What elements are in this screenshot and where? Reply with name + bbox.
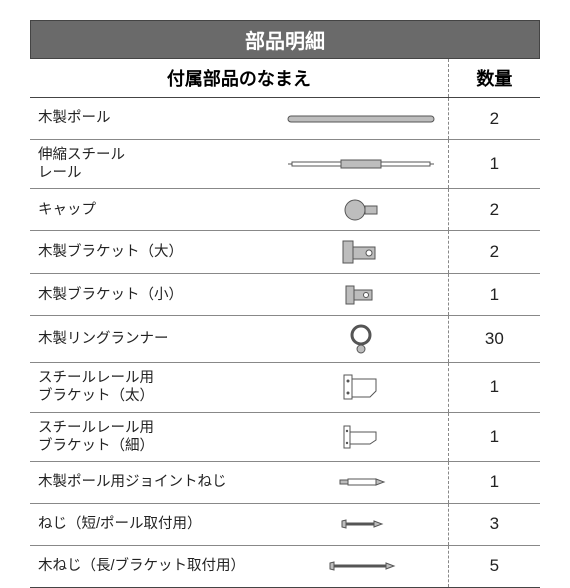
table-row: 木製ポール 2 [30, 98, 540, 140]
screw-short-icon [275, 503, 448, 545]
table-row: 木製リングランナー 30 [30, 316, 540, 363]
title-bar: 部品明細 [30, 20, 540, 59]
cap-icon [275, 189, 448, 231]
steel-bracket-thick-icon [275, 363, 448, 412]
part-name: 木ねじ（長/ブラケット取付用） [30, 545, 275, 587]
part-qty: 2 [448, 189, 540, 231]
table-row: 木製ポール用ジョイントねじ 1 [30, 461, 540, 503]
parts-tbody: 木製ポール2伸縮スチールレール1キャップ2木製ブラケット（大）2木製ブラケット（… [30, 98, 540, 588]
bracket-small-icon [275, 274, 448, 316]
table-row: スチールレール用ブラケット（細） 1 [30, 412, 540, 461]
part-qty: 30 [448, 316, 540, 363]
header-name: 付属部品のなまえ [30, 59, 448, 98]
part-name: 木製ポール用ジョイントねじ [30, 461, 275, 503]
part-name: キャップ [30, 189, 275, 231]
table-row: スチールレール用ブラケット（太） 1 [30, 363, 540, 412]
header-row: 付属部品のなまえ 数量 [30, 59, 540, 98]
part-qty: 1 [448, 412, 540, 461]
table-row: 木ねじ（長/ブラケット取付用） 5 [30, 545, 540, 587]
header-qty: 数量 [448, 59, 540, 98]
part-name: 木製ブラケット（小） [30, 274, 275, 316]
part-qty: 1 [448, 461, 540, 503]
part-name: スチールレール用ブラケット（太） [30, 363, 275, 412]
title-text: 部品明細 [245, 31, 325, 53]
part-qty: 3 [448, 503, 540, 545]
table-row: 木製ブラケット（大） 2 [30, 231, 540, 274]
table-row: ねじ（短/ポール取付用） 3 [30, 503, 540, 545]
part-name: 木製ポール [30, 98, 275, 140]
part-qty: 5 [448, 545, 540, 587]
part-qty: 2 [448, 98, 540, 140]
table-row: 伸縮スチールレール 1 [30, 140, 540, 189]
table-row: 木製ブラケット（小） 1 [30, 274, 540, 316]
part-name: スチールレール用ブラケット（細） [30, 412, 275, 461]
ring-icon [275, 316, 448, 363]
part-qty: 1 [448, 363, 540, 412]
bracket-large-icon [275, 231, 448, 274]
part-name: 木製リングランナー [30, 316, 275, 363]
parts-table: 付属部品のなまえ 数量 木製ポール2伸縮スチールレール1キャップ2木製ブラケット… [30, 59, 540, 588]
pole-icon [275, 98, 448, 140]
part-name: 伸縮スチールレール [30, 140, 275, 189]
screw-long-icon [275, 545, 448, 587]
rail-icon [275, 140, 448, 189]
part-name: 木製ブラケット（大） [30, 231, 275, 274]
steel-bracket-thin-icon [275, 412, 448, 461]
part-qty: 1 [448, 274, 540, 316]
part-qty: 2 [448, 231, 540, 274]
joint-screw-icon [275, 461, 448, 503]
part-qty: 1 [448, 140, 540, 189]
table-row: キャップ 2 [30, 189, 540, 231]
part-name: ねじ（短/ポール取付用） [30, 503, 275, 545]
